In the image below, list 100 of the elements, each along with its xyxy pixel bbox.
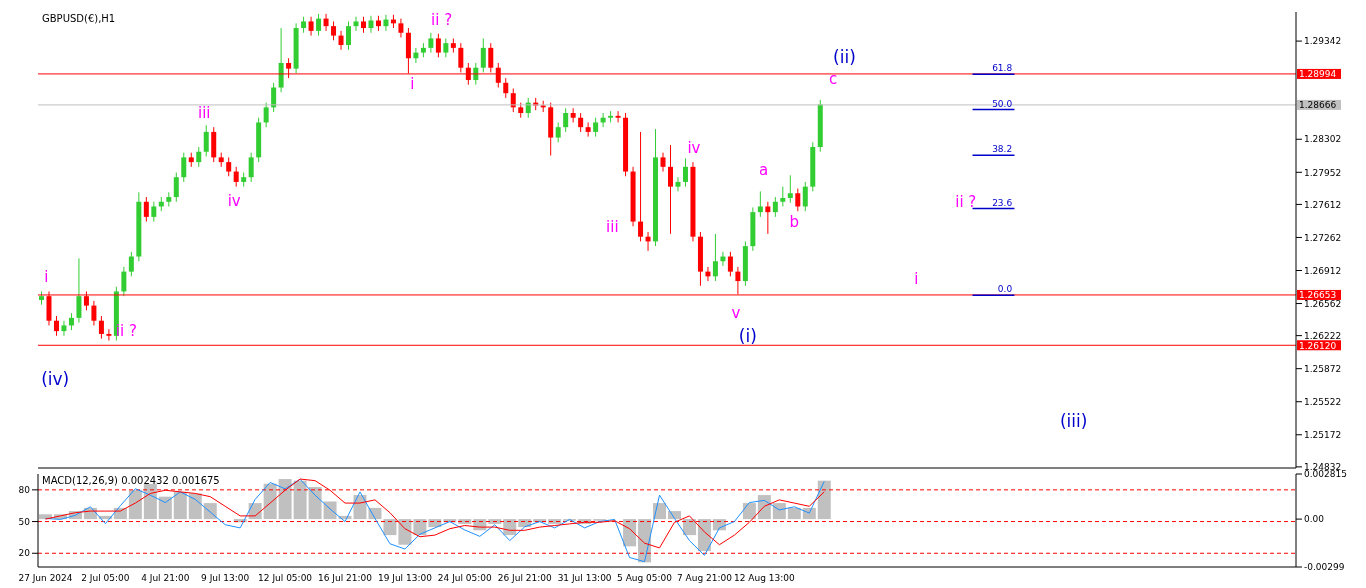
ref-line-label: 1.26120: [1299, 340, 1337, 351]
y-tick-label: 1.25522: [1304, 396, 1342, 407]
y-tick-label: 1.29342: [1304, 36, 1342, 47]
candlestick: [151, 201, 157, 223]
annotation: iii: [197, 104, 211, 123]
candlestick: [331, 20, 337, 41]
candlestick: [660, 152, 666, 173]
y-tick-label: -0.00299: [1304, 562, 1345, 573]
bar: [158, 496, 172, 520]
candlestick: [428, 32, 434, 54]
x-tick-label: 26 Jul 21:00: [497, 573, 552, 584]
annotation: (ii): [833, 46, 856, 67]
ref-line-label: 1.28666: [1299, 100, 1337, 111]
candlestick: [765, 201, 771, 235]
candlestick: [772, 196, 778, 218]
x-tick-label: 2 Jul 05:00: [81, 573, 130, 584]
candlestick: [675, 176, 681, 192]
candlestick: [61, 320, 67, 337]
x-tick-label: 7 Aug 21:00: [676, 573, 733, 584]
candlestick: [53, 315, 59, 337]
candlestick: [173, 172, 179, 203]
bar: [623, 519, 637, 547]
ref-line-label: 1.26653: [1299, 290, 1337, 301]
candlestick: [98, 315, 104, 340]
x-tick-label: 31 Jul 13:00: [557, 573, 612, 584]
annotation: 23.6: [992, 197, 1013, 208]
candlestick: [435, 33, 441, 58]
candlestick: [226, 156, 232, 177]
annotation: a: [758, 161, 769, 180]
candlestick: [128, 251, 134, 277]
annotation: iv: [687, 139, 701, 158]
y-tick-label: 1.27952: [1304, 167, 1342, 178]
bar: [742, 503, 756, 520]
candlestick: [121, 266, 127, 297]
annotation: i: [410, 74, 415, 93]
annotation: i: [914, 269, 919, 288]
y-tick-label: 0.00: [1304, 514, 1325, 525]
chart-title: MACD(12,26,9) 0.002432 0.001675: [42, 475, 220, 486]
y-tick-label: 1.27262: [1304, 232, 1342, 243]
y-tick-label: 1.27612: [1304, 199, 1342, 210]
candlestick: [248, 152, 254, 183]
candlestick: [143, 196, 149, 223]
annotation: iv: [227, 192, 241, 211]
candlestick: [563, 107, 569, 133]
x-tick-label: 9 Jul 13:00: [201, 573, 250, 584]
candlestick: [593, 117, 599, 138]
candlestick: [780, 186, 786, 207]
annotation: (i): [738, 325, 757, 346]
candlestick: [181, 152, 187, 183]
candlestick: [323, 13, 329, 32]
candlestick: [585, 121, 591, 138]
candlestick: [682, 157, 688, 188]
annotation: (iii): [1059, 411, 1088, 432]
candlestick: [233, 166, 239, 188]
candlestick: [668, 144, 673, 235]
x-tick-label: 24 Jul 05:00: [437, 573, 493, 584]
y-tick-label: 1.25872: [1304, 363, 1342, 374]
x-tick-label: 27 Jun 2024: [18, 573, 73, 584]
ref-line-label: 1.28994: [1299, 69, 1337, 80]
y-tick-label: 1.26562: [1304, 298, 1342, 309]
bar: [173, 491, 187, 520]
y-tick-label: 1.26912: [1304, 265, 1342, 276]
x-tick-label: 16 Jul 21:00: [318, 573, 373, 584]
bar: [293, 480, 307, 520]
candlestick: [615, 110, 621, 123]
candlestick: [316, 13, 322, 37]
candlestick: [263, 102, 269, 128]
bar: [278, 479, 292, 520]
bar: [682, 519, 696, 536]
candlestick: [795, 188, 801, 212]
y-tick-label: 1.28302: [1304, 134, 1342, 145]
bar: [817, 480, 831, 520]
candlestick: [203, 124, 209, 157]
bar: [772, 503, 786, 520]
annotation: (iv): [41, 368, 70, 389]
candlestick: [757, 190, 763, 218]
bar: [323, 501, 337, 520]
candlestick: [578, 112, 584, 133]
annotation: v: [731, 304, 741, 323]
candlestick: [91, 300, 97, 326]
annotation: 61.8: [992, 63, 1013, 74]
candlestick: [106, 328, 112, 342]
x-tick-label: 19 Jul 13:00: [377, 573, 433, 584]
annotation: i: [44, 267, 49, 286]
annotation: iii: [606, 218, 619, 237]
y2-tick-label: 20: [18, 548, 31, 559]
candlestick: [727, 251, 733, 277]
candlestick: [555, 121, 561, 143]
x-tick-label: 12 Jul 05:00: [258, 573, 313, 584]
candlestick: [338, 30, 344, 51]
y-tick-label: 1.25172: [1304, 429, 1342, 440]
candlestick: [346, 20, 352, 51]
candlestick: [787, 174, 793, 204]
annotation: ii ?: [955, 192, 977, 211]
annotation: 38.2: [992, 144, 1013, 155]
bar: [787, 507, 801, 520]
annotation: 0.0: [997, 284, 1013, 295]
candlestick: [712, 233, 718, 282]
y2-tick-label: 80: [18, 485, 31, 496]
chart-title: GBPUSD(€),H1: [42, 13, 116, 24]
